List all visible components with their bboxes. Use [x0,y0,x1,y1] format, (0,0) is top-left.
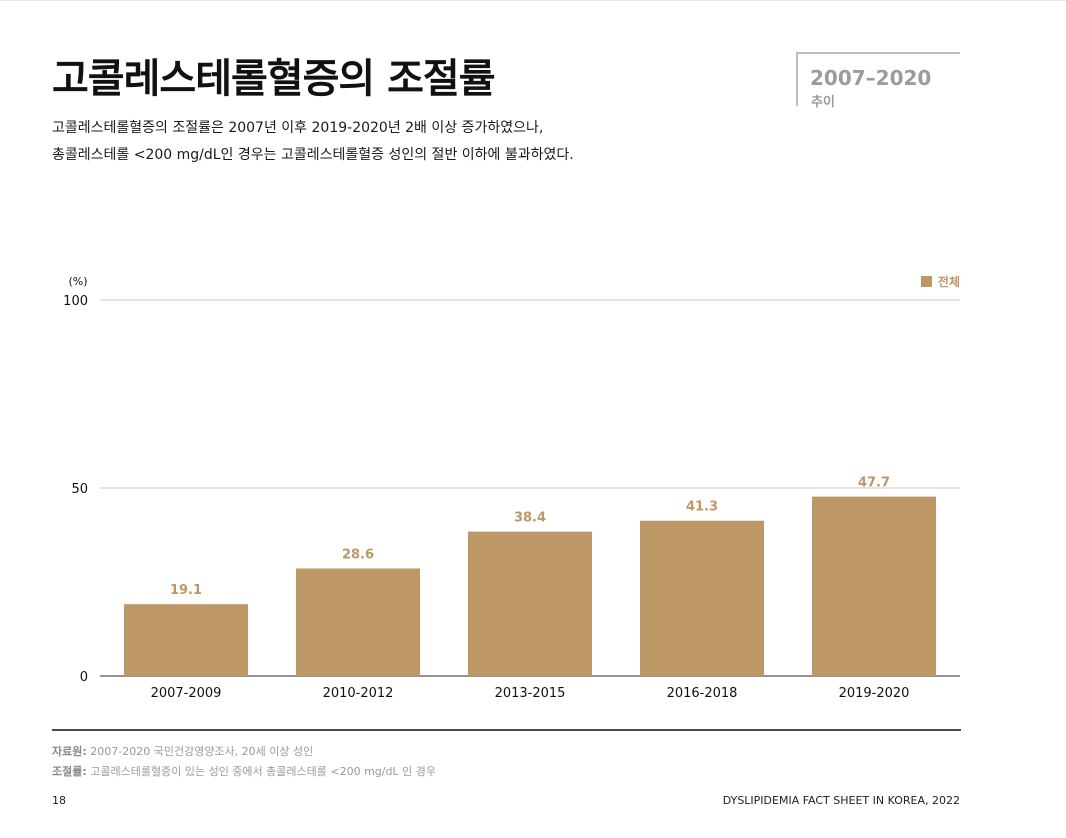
x-tick-label: 2019-2020 [839,686,910,701]
definition-note: 조절률: 고콜레스테롤혈증이 있는 성인 중에서 총콜레스테롤 <200 mg/… [52,763,436,779]
legend-swatch [920,276,932,287]
bar-2019-2020 [812,496,936,676]
legend-label: 전체 [937,275,960,289]
bar-value-label: 19.1 [170,583,202,598]
bar-value-label: 47.7 [858,476,890,491]
x-tick-label: 2007-2009 [151,686,222,701]
x-tick-label: 2013-2015 [495,686,566,701]
bar-2016-2018 [640,520,764,676]
lead-text-line-2: 총콜레스테롤 <200 mg/dL인 경우는 고콜레스테롤혈증 성인의 절반 이… [52,147,574,163]
y-axis-unit-label: (%) [68,275,87,288]
definition-note-label: 조절률: [52,765,87,778]
bar-2010-2012 [296,568,420,676]
bottom-rule [52,729,961,731]
bar-value-label: 41.3 [686,500,718,515]
top-rule [0,0,1066,1]
period-box: 2007–2020 추이 [796,52,960,110]
bar-value-label: 38.4 [514,511,546,526]
period-range: 2007–2020 [810,66,932,90]
period-subtitle: 추이 [811,95,835,110]
source-note-label: 자료원: [52,745,87,758]
y-tick-label: 0 [80,670,88,685]
x-tick-label: 2016-2018 [667,686,738,701]
lead-text-line-1: 고콜레스테롤혈증의 조절률은 2007년 이후 2019-2020년 2배 이상… [52,120,544,136]
chart-legend: 전체 [920,273,960,290]
source-note-text: 2007-2020 국민건강영양조사, 20세 이상 성인 [86,745,314,758]
bar-value-label: 28.6 [342,547,374,562]
bar-2013-2015 [468,531,592,676]
source-note: 자료원: 2007-2020 국민건강영양조사, 20세 이상 성인 [52,743,313,759]
page-number: 18 [52,794,66,807]
footer-title: DYSLIPIDEMIA FACT SHEET IN KOREA, 2022 [722,794,960,807]
y-tick-label: 50 [71,482,88,497]
page-title: 고콜레스테롤혈증의 조절률 [52,56,496,102]
bar-2007-2009 [124,604,248,676]
x-tick-label: 2010-2012 [323,686,394,701]
definition-note-text: 고콜레스테롤혈증이 있는 성인 중에서 총콜레스테롤 <200 mg/dL 인 … [86,765,436,778]
y-tick-label: 100 [63,294,88,309]
